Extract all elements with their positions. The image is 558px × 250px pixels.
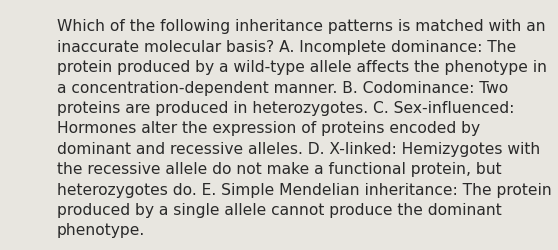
Text: Which of the following inheritance patterns is matched with an inaccurate molecu: Which of the following inheritance patte…: [57, 19, 552, 238]
